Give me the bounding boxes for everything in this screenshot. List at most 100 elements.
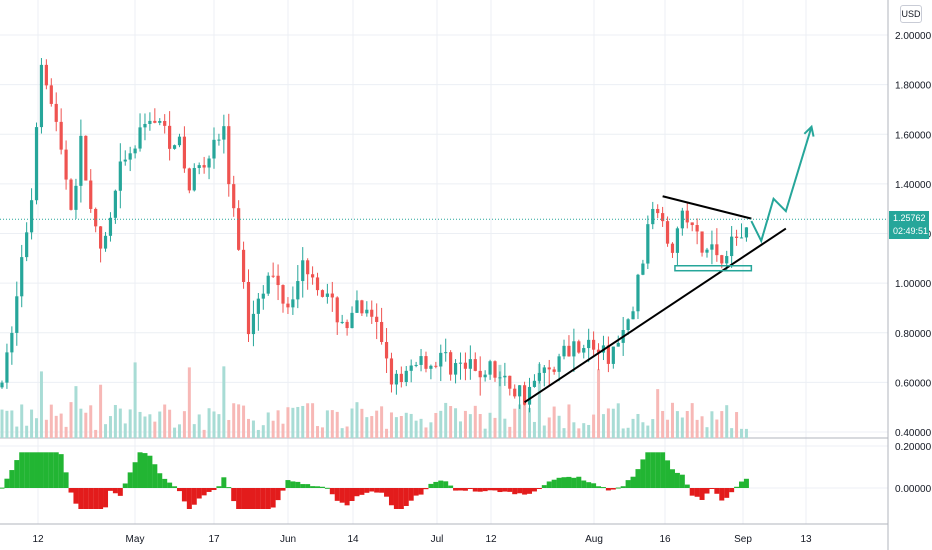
candle-body <box>207 158 211 168</box>
current-price-value: 1.25762 <box>893 213 926 223</box>
volume-bar <box>419 418 423 438</box>
histogram-bar <box>78 488 84 509</box>
time-tick-label: Jun <box>280 534 296 545</box>
candle-body <box>315 277 320 291</box>
volume-bar <box>350 408 354 438</box>
histogram-bar <box>147 455 153 488</box>
volume-bar <box>266 412 270 438</box>
volume-bar <box>468 414 472 438</box>
candle-body <box>296 281 300 300</box>
time-tick-label: Aug <box>585 534 603 545</box>
candle-body <box>611 346 615 364</box>
volume-bar <box>513 408 517 438</box>
histogram-bar <box>714 488 720 494</box>
candle-body <box>567 345 571 357</box>
currency-label[interactable]: USD <box>900 5 922 23</box>
histogram-bar <box>265 488 271 509</box>
volume-bar <box>680 417 684 438</box>
candle-body <box>439 352 443 367</box>
histogram-bar <box>93 488 99 509</box>
volume-bar <box>646 425 650 438</box>
candle-body <box>355 300 359 313</box>
histogram-bar <box>137 452 143 488</box>
histogram-bar <box>561 477 567 488</box>
candle-body <box>592 339 596 350</box>
candle-body <box>163 120 167 126</box>
upper-trendline <box>662 195 752 220</box>
histogram-bar <box>295 481 301 488</box>
volume-bar <box>325 410 329 438</box>
volume-bar <box>449 406 453 438</box>
histogram-bar <box>255 488 261 509</box>
volume-bar <box>735 412 739 438</box>
candle-body <box>168 125 172 149</box>
volume-bar <box>666 419 670 438</box>
volume-bar <box>429 422 433 438</box>
candle-body <box>44 64 48 86</box>
time-tick-label: 12 <box>485 534 497 545</box>
candle-body <box>537 372 541 381</box>
volume-bar <box>360 408 364 438</box>
histogram-bar <box>305 484 311 488</box>
candle-body <box>414 364 418 366</box>
volume-bar <box>557 415 561 438</box>
candle-body <box>148 120 152 124</box>
histogram-bar <box>231 488 237 502</box>
candle-body <box>0 382 4 388</box>
volume-bar <box>636 413 640 438</box>
candle-body <box>202 165 206 168</box>
candle-body <box>25 232 29 258</box>
volume-bar <box>261 425 265 438</box>
volume-bar <box>242 405 246 438</box>
histogram-bar <box>349 488 355 501</box>
histogram-bar <box>103 488 109 508</box>
histogram-bar <box>29 452 35 488</box>
candle-body <box>508 375 512 389</box>
volume-bar <box>306 403 310 438</box>
histogram-bar <box>221 477 227 488</box>
candle-body <box>227 126 231 185</box>
volume-bar <box>547 417 551 438</box>
histogram-bar <box>310 486 316 488</box>
histogram-bar <box>640 459 646 488</box>
candle-body <box>69 179 73 210</box>
candle-body <box>557 356 561 372</box>
price-tick-label: 0.80000 <box>895 329 932 340</box>
volume-bar <box>626 427 630 438</box>
volume-bar <box>94 429 98 438</box>
volume-bar <box>335 411 339 438</box>
volume-bar <box>108 416 112 438</box>
candle-body <box>261 293 265 299</box>
candle-body <box>133 148 137 154</box>
histogram-bar <box>339 488 345 503</box>
candle-body <box>710 244 714 250</box>
candle-body <box>641 263 645 275</box>
candle-body <box>404 370 408 383</box>
volume-bar <box>163 404 167 438</box>
volume-bar <box>611 408 615 438</box>
candle-body <box>276 275 280 286</box>
candle-body <box>197 165 201 168</box>
histogram-bar <box>324 487 330 489</box>
arrow-head <box>803 124 815 137</box>
volume-bar <box>320 427 324 438</box>
histogram-bar <box>290 481 296 488</box>
volume-bar <box>153 421 157 438</box>
candle-body <box>444 352 448 354</box>
histogram-bar <box>635 469 641 488</box>
candle-body <box>103 235 108 249</box>
histogram-bar <box>729 488 735 493</box>
volume-bar <box>104 424 108 438</box>
volume-bar <box>725 405 729 438</box>
price-tick-label: 1.60000 <box>895 130 932 141</box>
candle-body <box>596 349 601 353</box>
histogram-bar <box>522 488 528 495</box>
histogram-bar <box>398 488 404 509</box>
histogram-bar <box>196 488 202 499</box>
volume-bar <box>143 416 147 438</box>
histogram-bar <box>38 452 44 488</box>
price-tick-label: 1.80000 <box>895 81 932 92</box>
chart-drawings[interactable] <box>0 124 888 404</box>
volume-bar <box>10 410 14 438</box>
